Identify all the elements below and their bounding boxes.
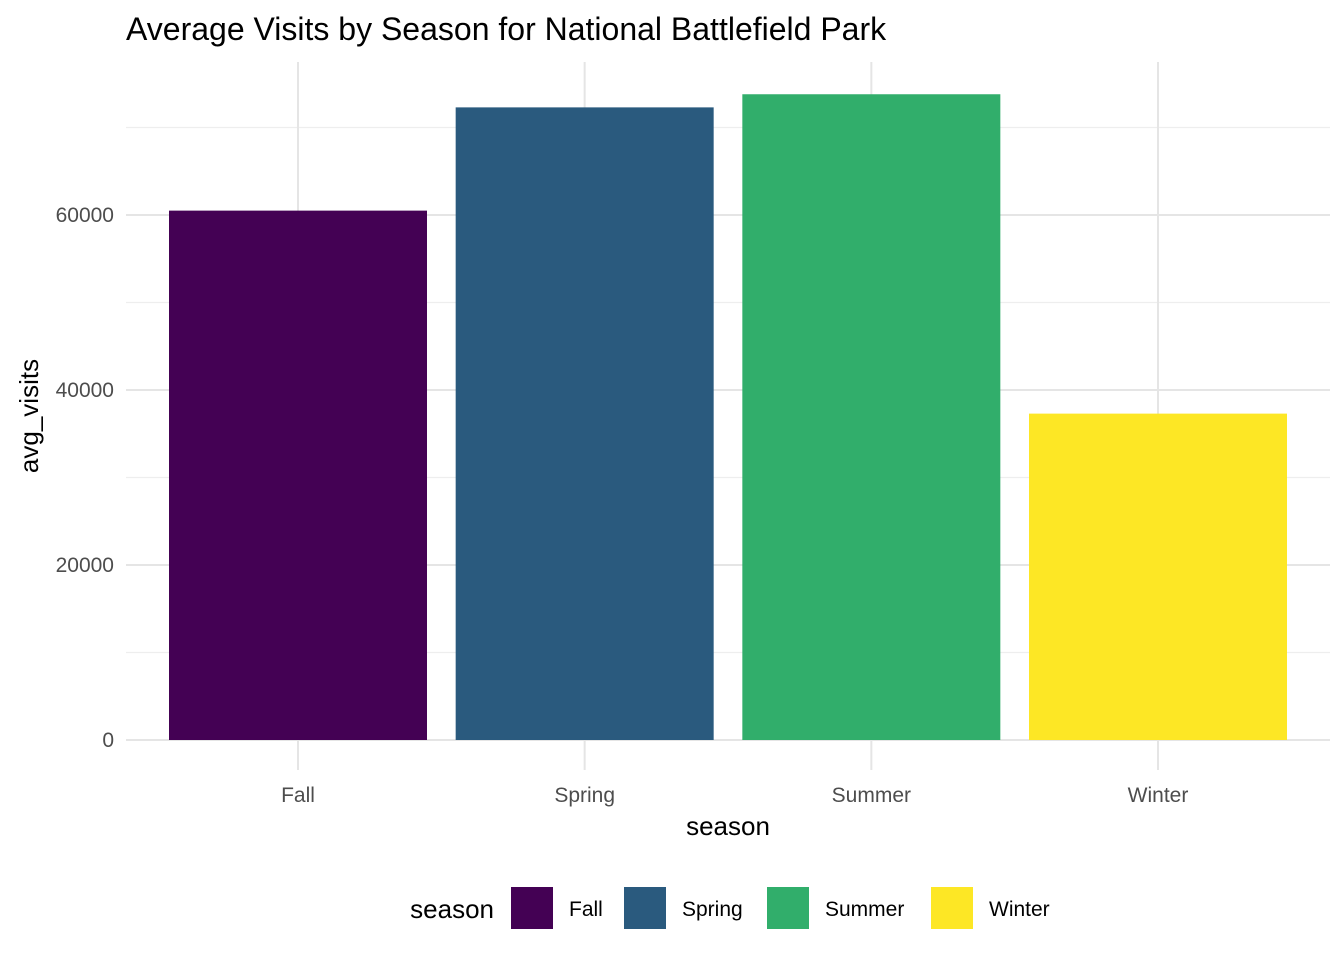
bar-spring (455, 107, 714, 740)
x-tick-label: Fall (281, 784, 315, 807)
bar-winter (1029, 413, 1287, 740)
bar-summer (742, 94, 1001, 740)
legend-label: Winter (989, 898, 1050, 921)
legend: season Fall Spring Summer Winter (410, 887, 1050, 929)
x-axis-title: season (686, 811, 770, 841)
legend-key-summer (767, 887, 809, 929)
legend-label: Fall (569, 898, 603, 921)
legend-key-spring (624, 887, 666, 929)
y-axis-ticks: 0 20000 40000 60000 (56, 204, 114, 752)
legend-label: Spring (682, 898, 743, 921)
y-tick-label: 40000 (56, 379, 114, 402)
x-tick-label: Spring (554, 784, 615, 807)
legend-title: season (410, 894, 494, 924)
legend-label: Summer (825, 898, 904, 921)
y-tick-label: 0 (102, 729, 114, 752)
bars (169, 94, 1287, 740)
bar-fall (169, 210, 427, 740)
x-axis-ticks: Fall Spring Summer Winter (281, 784, 1188, 807)
x-tick-label: Winter (1128, 784, 1189, 807)
chart-title: Average Visits by Season for National Ba… (126, 11, 887, 47)
legend-key-winter (931, 887, 973, 929)
legend-key-fall (511, 887, 553, 929)
y-axis-title: avg_visits (14, 359, 44, 473)
x-tick-label: Summer (832, 784, 911, 807)
y-tick-label: 60000 (56, 204, 114, 227)
y-tick-label: 20000 (56, 554, 114, 577)
